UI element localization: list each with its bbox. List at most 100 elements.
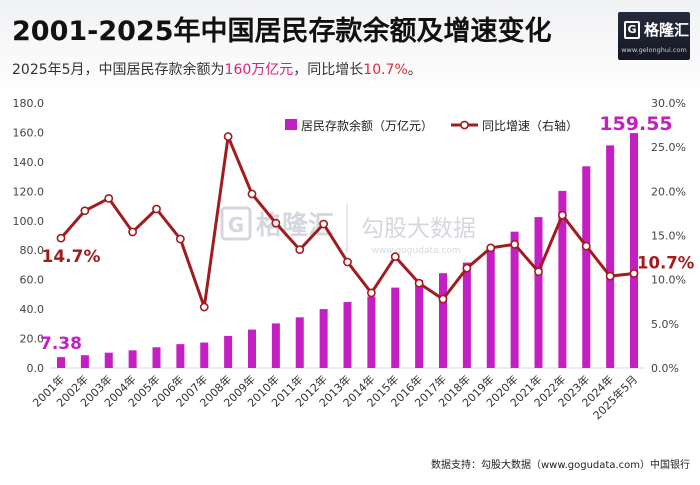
deposit-bar — [462, 262, 471, 368]
y-left-tick-label: 160.0 — [13, 126, 45, 139]
logo-g-icon: G — [624, 21, 640, 39]
deposit-bar — [271, 323, 280, 368]
y-axis-right-labels: 0.0% 5.0% 10.0% 15.0% 20.0% 25.0% 30.0% — [651, 97, 686, 375]
page-title: 2001-2025年中国居民存款余额及增速变化 — [12, 16, 552, 47]
deposit-bar — [630, 133, 638, 368]
deposit-bar — [295, 317, 304, 368]
subtitle-highlight-growth: 10.7% — [363, 62, 408, 78]
legend-line-marker — [460, 120, 469, 130]
y-left-tick-label: 140.0 — [13, 156, 45, 169]
y-right-tick-label: 10.0% — [651, 274, 686, 287]
deposit-bar — [80, 355, 89, 368]
logo-name: 格隆汇 — [644, 21, 690, 39]
growth-rate-point — [510, 239, 520, 249]
growth-rate-point — [295, 245, 305, 255]
growth-value-label: 14.7% — [42, 247, 101, 267]
y-left-tick-label: 60.0 — [20, 274, 45, 287]
data-annotations: 7.38 14.7% 159.55 10.7% — [40, 113, 695, 354]
growth-rate-point — [175, 234, 185, 244]
growth-rate-point — [223, 132, 233, 141]
subtitle-highlight-amount: 160万亿元 — [224, 62, 294, 78]
deposit-bar — [176, 344, 185, 368]
deposit-bars — [57, 133, 638, 368]
growth-rate-point — [343, 257, 352, 267]
watermark-logo-icon — [220, 206, 252, 241]
watermark-logo-letter: G — [228, 213, 244, 237]
subtitle: 2025年5月，中国居民存款余额为160万亿元，同比增长10.7%。 — [12, 61, 422, 79]
deposit-bar — [248, 329, 256, 368]
growth-rate-point — [319, 219, 329, 229]
y-left-tick-label: 40.0 — [20, 303, 45, 316]
bar-value-label: 159.55 — [599, 113, 672, 135]
growth-rate-point — [581, 241, 591, 251]
x-axis-labels: 2001年2002年2003年2004年2005年2006年2007年2008年… — [30, 372, 640, 422]
growth-rate-point — [56, 233, 66, 243]
growth-rate-point — [80, 206, 90, 216]
deposit-bar — [319, 309, 328, 368]
growth-value-label: 10.7% — [637, 253, 695, 272]
growth-rate-point — [414, 278, 424, 288]
growth-rate-point — [104, 193, 114, 203]
deposit-bar — [415, 279, 424, 368]
y-left-tick-label: 100.0 — [13, 215, 45, 228]
growth-rate-markers — [56, 132, 639, 312]
y-right-tick-label: 30.0% — [651, 97, 686, 110]
legend-line-label: 同比增速（右轴） — [482, 118, 578, 133]
watermark: G 格隆汇 勾股大数据 www.gogudata.com — [220, 204, 476, 256]
y-right-tick-label: 5.0% — [651, 318, 679, 331]
growth-rate-point — [247, 189, 257, 199]
deposit-bar — [224, 335, 233, 368]
deposit-bar — [367, 296, 376, 368]
growth-rate-point — [152, 204, 161, 214]
y-axis-left-labels: 0.0 20.0 40.0 60.0 80.0 100.0 120.0 140.0 160.0 1… — [13, 97, 45, 375]
subtitle-text-1: 2025年5月，中国居民存款余额为 — [12, 62, 225, 78]
data-source-footer: 数据支持：勾股大数据（www.gogudata.com）中国银行 — [430, 460, 690, 471]
deposit-bar — [439, 273, 447, 368]
y-right-tick-label: 0.0% — [651, 362, 679, 375]
growth-rate-point — [557, 210, 567, 220]
growth-rate-point — [605, 271, 615, 281]
y-left-tick-label: 80.0 — [20, 244, 45, 257]
y-right-tick-label: 20.0% — [651, 185, 686, 198]
y-left-tick-label: 180.0 — [13, 97, 45, 110]
y-left-tick-label: 20.0 — [20, 333, 45, 346]
deposit-bar — [582, 166, 591, 368]
deposit-bar — [152, 347, 161, 368]
growth-rate-point — [534, 267, 543, 277]
deposit-bar — [200, 342, 209, 368]
logo-url: www.gelonghui.com — [621, 46, 687, 54]
deposit-bar — [391, 287, 400, 368]
subtitle-text-2: ，同比增长 — [293, 62, 364, 78]
growth-rate-point — [271, 218, 281, 228]
deposit-bar — [343, 302, 352, 368]
growth-rate-point — [199, 302, 209, 312]
legend: 居民存款余额（万亿元） 同比增速（右轴） — [285, 118, 578, 133]
y-left-tick-label: 0.0 — [27, 362, 45, 375]
growth-rate-point — [366, 288, 376, 298]
y-right-tick-label: 15.0% — [651, 230, 686, 243]
legend-bar-label: 居民存款余额（万亿元） — [301, 118, 433, 133]
deposit-bar — [104, 352, 113, 368]
growth-rate-point — [486, 243, 496, 253]
watermark-url: www.gogudata.com — [371, 246, 460, 256]
deposit-bar — [486, 249, 495, 368]
growth-rate-point — [629, 269, 639, 278]
y-right-tick-label: 25.0% — [651, 141, 686, 154]
y-left-tick-label: 120.0 — [13, 185, 45, 198]
growth-rate-point — [462, 263, 472, 273]
growth-rate-point — [128, 227, 138, 237]
deposit-bar — [534, 217, 543, 368]
deposit-bar — [606, 145, 615, 368]
growth-rate-point — [390, 252, 400, 262]
deposit-bar — [57, 357, 65, 368]
gelonghui-logo: G 格隆汇 www.gelonghui.com — [618, 12, 690, 60]
logo-row: G 格隆汇 — [624, 21, 689, 39]
deposit-bar — [510, 231, 519, 368]
deposit-bar — [128, 350, 137, 368]
bar-value-label: 7.38 — [40, 334, 82, 354]
legend-bar-swatch — [285, 119, 297, 130]
deposit-bar — [558, 190, 567, 368]
watermark-name: 勾股大数据 — [361, 216, 476, 242]
subtitle-text-3: 。 — [407, 62, 422, 78]
